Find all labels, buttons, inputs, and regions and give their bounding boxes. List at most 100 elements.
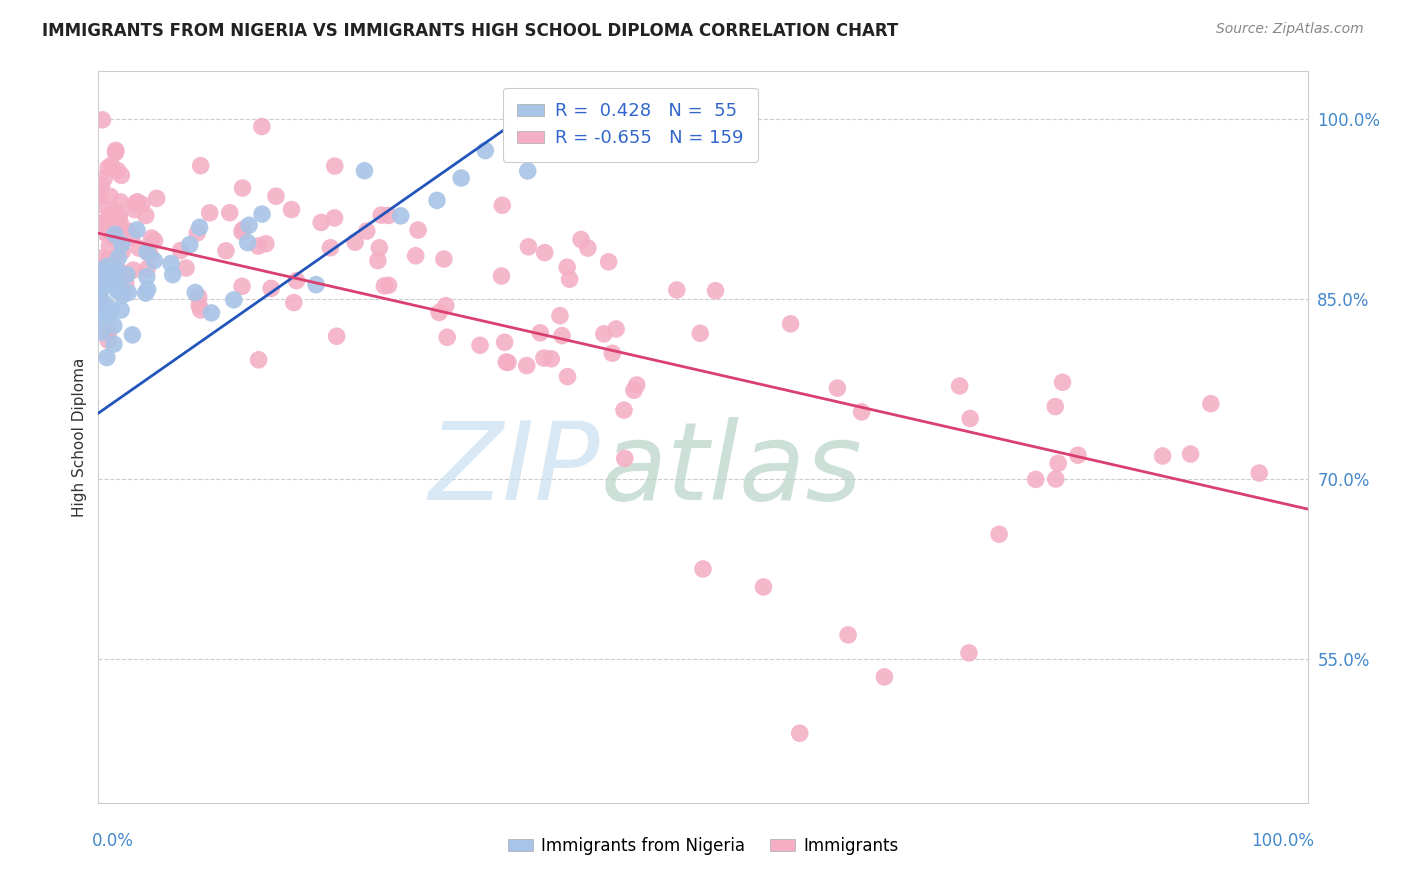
Point [491, 198, 513, 212]
Point [128, 241, 150, 255]
Point [231, 279, 253, 293]
Point [1052, 376, 1074, 390]
Point [108, 264, 131, 278]
Point [187, 290, 209, 304]
Point [427, 305, 450, 319]
Point [111, 288, 134, 302]
Point [238, 219, 260, 233]
Point [96, 218, 118, 232]
Point [89, 296, 111, 310]
Point [283, 295, 305, 310]
Point [837, 628, 859, 642]
Point [135, 269, 157, 284]
Point [231, 181, 253, 195]
Point [555, 260, 578, 275]
Point [145, 191, 167, 205]
Point [108, 282, 131, 296]
Point [250, 207, 273, 221]
Point [115, 226, 138, 240]
Point [1025, 472, 1047, 486]
Point [200, 306, 222, 320]
Point [93, 268, 115, 282]
Point [179, 237, 201, 252]
Point [190, 159, 212, 173]
Point [613, 451, 636, 466]
Point [90, 325, 112, 339]
Point [110, 303, 132, 318]
Point [496, 355, 519, 369]
Point [135, 286, 157, 301]
Point [110, 169, 132, 183]
Point [557, 369, 579, 384]
Point [100, 254, 122, 268]
Point [111, 244, 134, 259]
Text: Source: ZipAtlas.com: Source: ZipAtlas.com [1216, 22, 1364, 37]
Point [174, 260, 197, 275]
Point [602, 346, 624, 360]
Point [103, 337, 125, 351]
Point [533, 351, 555, 365]
Point [89, 279, 111, 293]
Point [433, 252, 456, 266]
Point [100, 268, 122, 283]
Point [103, 270, 125, 285]
Point [103, 224, 125, 238]
Point [160, 256, 183, 270]
Point [100, 211, 122, 225]
Point [90, 310, 112, 324]
Point [247, 239, 270, 253]
Point [115, 268, 138, 282]
Point [1045, 400, 1067, 414]
Point [98, 238, 121, 252]
Point [135, 244, 157, 259]
Point [89, 263, 111, 277]
Point [89, 197, 111, 211]
Point [104, 145, 127, 160]
Point [97, 333, 120, 347]
Point [186, 226, 208, 240]
Point [97, 161, 120, 175]
Point [89, 186, 111, 200]
Point [139, 247, 162, 261]
Point [90, 219, 112, 233]
Point [97, 271, 120, 285]
Point [188, 220, 211, 235]
Point [450, 171, 472, 186]
Point [96, 351, 118, 365]
Point [789, 726, 811, 740]
Point [103, 262, 125, 277]
Point [218, 205, 240, 219]
Point [127, 194, 149, 209]
Point [96, 261, 118, 276]
Point [353, 163, 375, 178]
Point [131, 197, 153, 211]
Point [107, 284, 129, 298]
Text: 100.0%: 100.0% [1250, 832, 1313, 850]
Point [104, 204, 127, 219]
Point [468, 338, 491, 352]
Point [426, 194, 449, 208]
Point [190, 302, 212, 317]
Point [692, 562, 714, 576]
Point [104, 227, 127, 242]
Point [264, 189, 287, 203]
Point [305, 277, 328, 292]
Point [89, 216, 111, 230]
Point [959, 411, 981, 425]
Point [90, 178, 112, 193]
Point [558, 272, 581, 286]
Point [215, 244, 238, 258]
Point [89, 293, 111, 307]
Point [613, 403, 636, 417]
Point [97, 259, 120, 273]
Point [576, 241, 599, 255]
Legend: Immigrants from Nigeria, Immigrants: Immigrants from Nigeria, Immigrants [501, 830, 905, 862]
Point [136, 261, 159, 276]
Point [356, 224, 378, 238]
Point [89, 189, 111, 203]
Point [100, 301, 122, 316]
Point [143, 234, 166, 248]
Point [533, 245, 555, 260]
Point [323, 211, 346, 225]
Point [373, 278, 395, 293]
